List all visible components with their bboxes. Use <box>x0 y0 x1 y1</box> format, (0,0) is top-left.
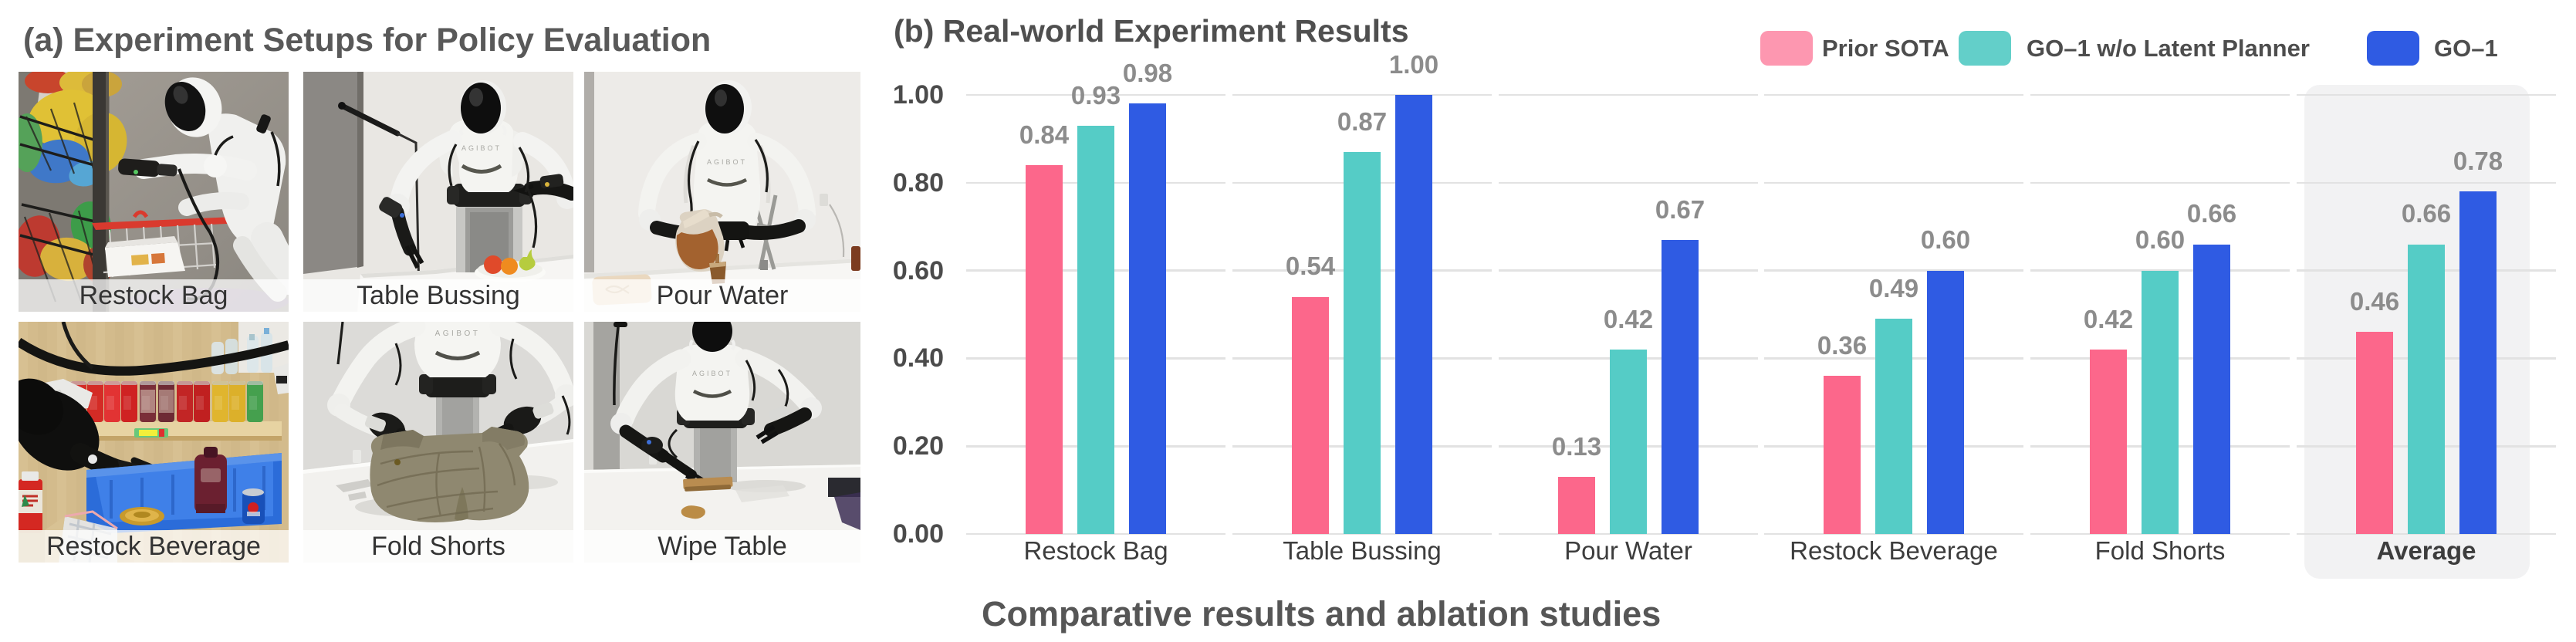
svg-text:AGIBOT: AGIBOT <box>461 144 502 152</box>
svg-text:AGIBOT: AGIBOT <box>707 158 747 166</box>
svg-text:AGIBOT: AGIBOT <box>435 329 481 338</box>
svg-text:AGIBOT: AGIBOT <box>692 370 732 377</box>
